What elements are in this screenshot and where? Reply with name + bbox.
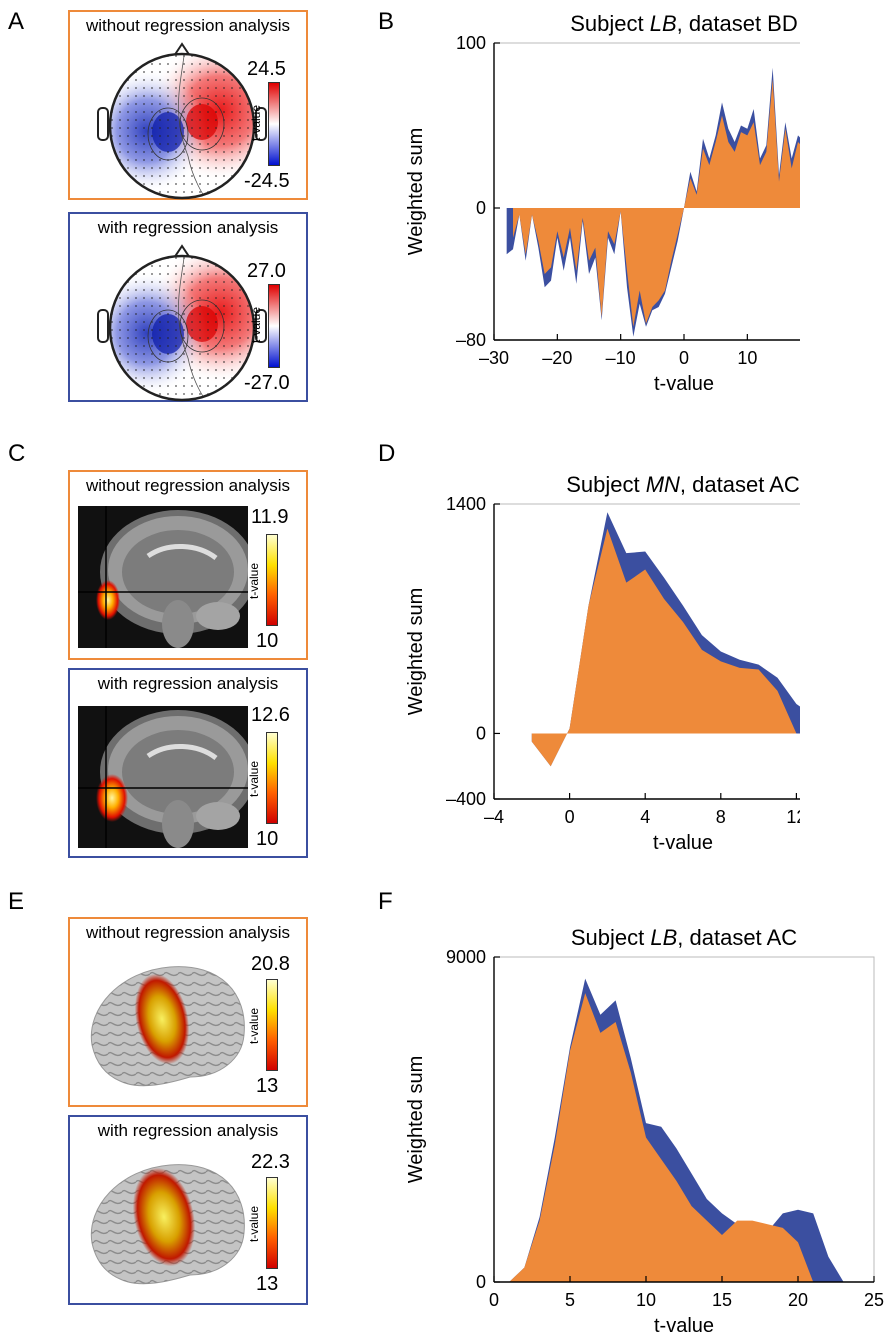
- colorbar-max-a-top: 24.5: [247, 58, 286, 80]
- colorbar-min-e-bottom: 13: [256, 1273, 279, 1295]
- colorbar-c-bottom: [266, 732, 278, 824]
- x-tick-label-b: 10: [737, 348, 757, 368]
- x-tick-label-d: 12: [786, 807, 800, 827]
- x-tick-label-f: 25: [864, 1290, 884, 1310]
- panel-a-top-box: without regression analysis 24.5 t-value…: [68, 10, 308, 200]
- panel-c-bottom-title: with regression analysis: [97, 674, 279, 693]
- chart-title-f: Subject LB, dataset AC: [571, 925, 797, 950]
- colorbar-max-c-top: 11.9: [251, 506, 289, 528]
- panel-e-bottom-title: with regression analysis: [97, 1121, 279, 1140]
- x-axis-label-d: t-value: [653, 832, 713, 854]
- x-tick-label-b: 0: [679, 348, 689, 368]
- colorbar-e-bottom: [266, 1177, 278, 1269]
- x-tick-label-b: –30: [479, 348, 509, 368]
- x-axis-label-b: t-value: [654, 373, 714, 395]
- y-tick-label-b: 100: [456, 33, 486, 53]
- panel-c-top-title: without regression analysis: [85, 476, 291, 495]
- x-tick-label-f: 20: [788, 1290, 808, 1310]
- colorbar-label-a-top: t-value: [249, 104, 264, 142]
- y-tick-label-f: 0: [476, 1272, 486, 1292]
- panel-label-b: B: [378, 8, 395, 35]
- panel-e-bottom-box: with regression analysis 22.3 t-value 13: [68, 1115, 308, 1305]
- y-axis-label-b: Weighted sum: [405, 128, 427, 255]
- x-tick-label-f: 10: [636, 1290, 656, 1310]
- area-with-b: [506, 67, 800, 337]
- panel-e-top-box: without regression analysis 20.8 t-value…: [68, 917, 308, 1107]
- panel-a-top-title: without regression analysis: [85, 16, 291, 35]
- colorbar-a-top: [268, 82, 280, 166]
- x-tick-label-d: 4: [640, 807, 650, 827]
- area-without-d: [531, 528, 797, 767]
- cortex-surface-with: [90, 1164, 245, 1285]
- mri-sagittal-with: [78, 706, 248, 848]
- panel-c-bottom-box: with regression analysis 12.6 t-value 10: [68, 668, 308, 858]
- area-without-b: [513, 79, 800, 327]
- colorbar-min-c-top: 10: [256, 630, 279, 652]
- colorbar-min-a-top: -24.5: [244, 170, 290, 192]
- area-without-f: [509, 993, 814, 1282]
- eeg-topography-without: [97, 42, 267, 200]
- panel-e-top-title: without regression analysis: [85, 923, 291, 942]
- x-tick-label-f: 0: [489, 1290, 499, 1310]
- y-tick-label-b: –80: [456, 330, 486, 350]
- x-tick-label-f: 5: [565, 1290, 575, 1310]
- panel-a-bottom-box: with regression analysis 27.0 t-value -2…: [68, 212, 308, 402]
- colorbar-a-bottom: [268, 284, 280, 368]
- colorbar-e-top: [266, 979, 278, 1071]
- x-tick-label-f: 15: [712, 1290, 732, 1310]
- y-tick-label-d: 0: [476, 723, 486, 743]
- cortex-surface-without: [90, 966, 245, 1087]
- panel-label-d: D: [378, 440, 396, 467]
- colorbar-min-c-bottom: 10: [256, 828, 279, 850]
- colorbar-c-top: [266, 534, 278, 626]
- colorbar-label-a-bottom: t-value: [249, 306, 264, 344]
- x-tick-label-b: –10: [606, 348, 636, 368]
- x-tick-label-d: 0: [565, 807, 575, 827]
- eeg-topography-with: [97, 244, 267, 402]
- colorbar-min-a-bottom: -27.0: [244, 372, 290, 394]
- colorbar-max-e-top: 20.8: [251, 953, 290, 975]
- colorbar-label-c-bottom: t-value: [247, 760, 262, 798]
- chart-f: 0 5 10 15 20 25 0 9000 Subject LB, dataset AC t-v…: [405, 925, 884, 1337]
- panel-label-c: C: [8, 440, 26, 467]
- y-tick-label-b: 0: [476, 198, 486, 218]
- chart-title-b: Subject LB, dataset BD: [570, 11, 798, 36]
- colorbar-label-e-top: t-value: [247, 1007, 262, 1045]
- chart-title-d: Subject MN, dataset AC: [566, 472, 800, 497]
- x-tick-label-d: 8: [716, 807, 726, 827]
- panel-c-top-box: without regression analysis 11.9 t-value…: [68, 470, 308, 660]
- panel-a-bottom-title: with regression analysis: [97, 218, 279, 237]
- mri-sagittal-without: [78, 506, 248, 648]
- x-tick-label-b: –20: [542, 348, 572, 368]
- y-tick-label-d: 1400: [446, 494, 486, 514]
- x-axis-label-f: t-value: [654, 1315, 714, 1337]
- y-axis-label-f: Weighted sum: [405, 1056, 427, 1183]
- y-tick-label-f: 9000: [446, 947, 486, 967]
- panel-label-e: E: [8, 888, 25, 915]
- colorbar-label-c-top: t-value: [247, 562, 262, 600]
- x-tick-label-d: –4: [484, 807, 504, 827]
- panel-label-f: F: [378, 888, 393, 915]
- colorbar-max-c-bottom: 12.6: [251, 704, 290, 726]
- colorbar-label-e-bottom: t-value: [247, 1205, 262, 1243]
- y-axis-label-d: Weighted sum: [405, 588, 427, 715]
- y-tick-label-d: –400: [446, 789, 486, 809]
- colorbar-min-e-top: 13: [256, 1075, 279, 1097]
- panel-label-a: A: [8, 8, 25, 35]
- colorbar-max-e-bottom: 22.3: [251, 1151, 290, 1173]
- colorbar-max-a-bottom: 27.0: [247, 260, 286, 282]
